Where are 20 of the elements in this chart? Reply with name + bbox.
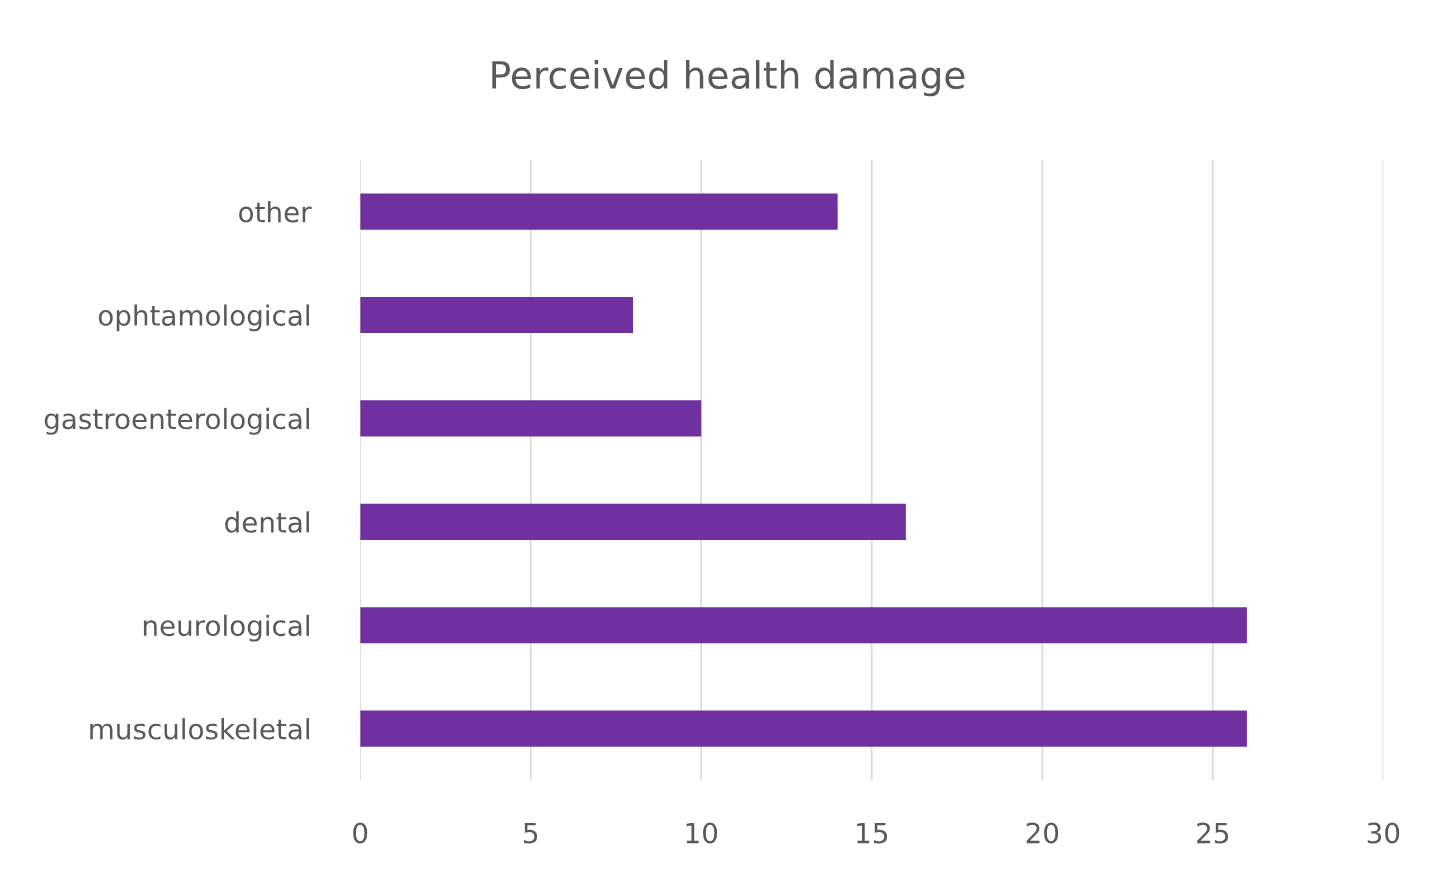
- y-tick-label: dental: [225, 511, 309, 533]
- y-tick-label: other: [239, 201, 312, 223]
- x-tick-label: 20: [1026, 822, 1059, 844]
- x-tick-label: 15: [857, 822, 888, 844]
- bar: [360, 400, 702, 437]
- bar: [360, 503, 906, 540]
- chart-title: Perceived health damage: [492, 60, 965, 97]
- y-tick-label: gastroenterological: [44, 407, 309, 435]
- bar: [360, 296, 634, 334]
- x-tick-label: 25: [1197, 822, 1229, 844]
- x-tick-label: 30: [1367, 822, 1400, 844]
- y-tick-label: musculoskeletal: [90, 718, 309, 740]
- x-tick-label: 5: [524, 822, 538, 844]
- y-tick-label: ophtamological: [98, 304, 309, 332]
- bar: [360, 710, 1247, 747]
- x-tick-label: 10: [686, 822, 718, 844]
- x-tick-label: 0: [353, 822, 368, 844]
- y-tick-label: neurological: [143, 614, 309, 642]
- bar: [360, 193, 838, 230]
- bar: [360, 607, 1247, 644]
